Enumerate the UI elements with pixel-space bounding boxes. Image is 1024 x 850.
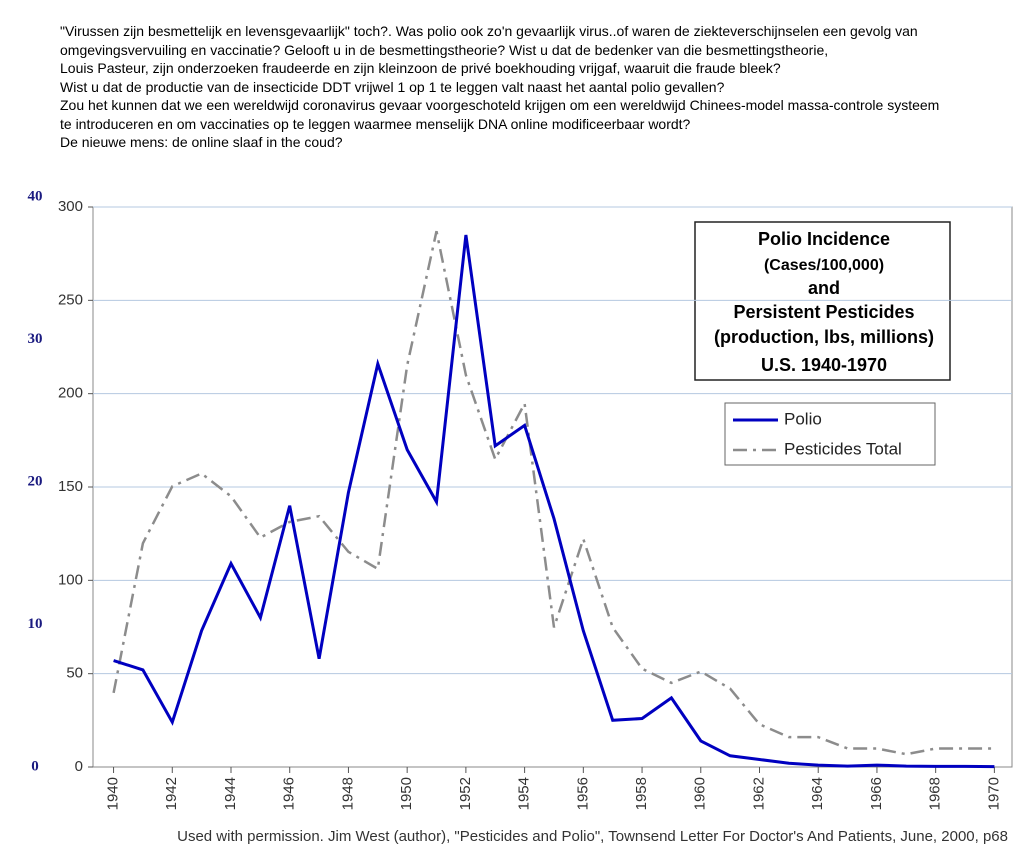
x-tick-label: 1948 (339, 777, 356, 810)
x-tick-label: 1946 (281, 777, 298, 810)
x-tick-label: 1954 (516, 777, 533, 810)
y-tick-label: 0 (75, 758, 83, 775)
y2-tick-label: 0 (31, 758, 39, 774)
y2-tick-label: 40 (28, 188, 43, 204)
y-tick-label: 300 (58, 198, 83, 215)
x-tick-label: 1966 (868, 777, 885, 810)
chart-title: and (808, 278, 840, 298)
chart-title: Persistent Pesticides (733, 302, 914, 322)
x-tick-label: 1944 (222, 777, 239, 810)
y-tick-label: 50 (66, 665, 83, 682)
x-tick-label: 1940 (105, 777, 122, 810)
y2-tick-label: 10 (28, 616, 43, 632)
chart-title: Polio Incidence (758, 229, 890, 249)
chart-title: (production, lbs, millions) (714, 327, 934, 347)
x-tick-label: 1956 (574, 777, 591, 810)
series-line (112, 230, 995, 756)
chart-title: U.S. 1940-1970 (761, 355, 887, 375)
x-tick-label: 1970 (985, 777, 1002, 810)
x-tick-label: 1958 (633, 777, 650, 810)
x-tick-label: 1950 (398, 777, 415, 810)
intro-line: Wist u dat de productie van de insectici… (60, 78, 725, 95)
y-tick-label: 250 (58, 291, 83, 308)
intro-line: De nieuwe mens: de online slaaf in the c… (60, 134, 343, 150)
y2-tick-label: 30 (28, 331, 43, 347)
chart-title: (Cases/100,000) (764, 257, 884, 274)
legend (724, 402, 936, 466)
x-tick-label: 1964 (809, 777, 826, 810)
y-tick-label: 150 (58, 478, 83, 495)
intro-line: omgevingsvervuiling en vaccinatie? Geloo… (60, 41, 829, 58)
y-tick-label: 100 (58, 571, 83, 588)
intro-text: "Virussen zijn besmettelijk en levensgev… (60, 22, 939, 152)
y2-tick-label: 20 (28, 473, 43, 489)
x-tick-label: 1968 (927, 777, 944, 810)
intro-line: Zou het kunnen dat we een wereldwijd cor… (60, 97, 940, 113)
legend-label: Pesticides Total (784, 439, 902, 458)
series-line (113, 234, 995, 769)
y-tick-label: 200 (58, 385, 83, 402)
intro-line: Louis Pasteur, zijn onderzoeken fraudeer… (60, 60, 781, 76)
x-tick-label: 1952 (457, 777, 474, 810)
x-tick-label: 1942 (163, 777, 180, 810)
source-note: Used with permission. Jim West (author),… (177, 828, 1008, 845)
x-tick-label: 1960 (692, 777, 709, 810)
title-box (694, 221, 951, 381)
intro-line: te introduceren en om vaccinaties op te … (60, 115, 691, 132)
x-tick-label: 1962 (750, 777, 767, 810)
legend-label: Polio (784, 409, 822, 428)
intro-line: "Virussen zijn besmettelijk en levensgev… (60, 23, 918, 39)
